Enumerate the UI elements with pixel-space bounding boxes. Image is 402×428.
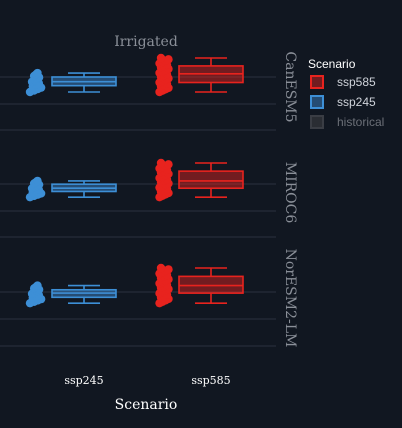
data-point: [157, 264, 165, 272]
box-iqr: [179, 171, 243, 188]
data-point: [164, 160, 172, 168]
data-point: [33, 69, 41, 77]
box-MIROC6-ssp585: [155, 159, 243, 202]
x-tick-labels: ssp245 ssp585: [64, 374, 230, 387]
legend-label-ssp585[interactable]: ssp585: [337, 75, 376, 89]
legend-swatch-ssp245[interactable]: [311, 96, 323, 108]
box-CanESM5-ssp245: [26, 69, 116, 96]
box-CanESM5-ssp585: [155, 54, 243, 96]
data-point: [164, 55, 172, 63]
x-tick-ssp245: ssp245: [64, 374, 103, 387]
data-point: [157, 54, 165, 62]
legend-swatch-historical[interactable]: [311, 116, 323, 128]
facet-label-MIROC6: MIROC6: [282, 162, 298, 224]
x-tick-ssp585: ssp585: [191, 374, 230, 387]
chart-title: Irrigated: [114, 34, 178, 50]
facet-label-CanESM5: CanESM5: [282, 51, 298, 122]
facet-labels: CanESM5 MIROC6 NorESM2-LM: [282, 51, 298, 347]
data-point: [157, 159, 165, 167]
x-axis-label: Scenario: [115, 397, 178, 413]
box-NorESM2-LM-ssp585: [155, 264, 243, 308]
legend-label-historical[interactable]: historical: [337, 115, 384, 129]
box-layer: [26, 54, 243, 308]
data-point: [164, 265, 172, 273]
legend[interactable]: Scenario ssp585 ssp245 historical: [308, 57, 384, 129]
legend-swatch-ssp585[interactable]: [311, 76, 323, 88]
data-point: [33, 177, 41, 185]
box-MIROC6-ssp245: [26, 177, 116, 202]
box-iqr: [179, 276, 243, 293]
legend-label-ssp245[interactable]: ssp245: [337, 95, 376, 109]
facet-label-NorESM2-LM: NorESM2-LM: [282, 249, 298, 348]
box-NorESM2-LM-ssp245: [26, 281, 116, 307]
grid-layer: [0, 77, 276, 346]
data-point: [33, 281, 41, 289]
legend-title: Scenario: [308, 57, 356, 71]
